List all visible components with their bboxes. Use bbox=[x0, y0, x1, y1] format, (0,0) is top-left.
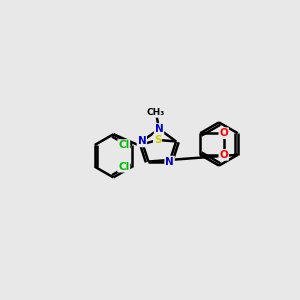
Text: N: N bbox=[137, 136, 146, 146]
Text: Cl: Cl bbox=[118, 140, 129, 150]
Text: N: N bbox=[154, 124, 164, 134]
Text: O: O bbox=[219, 150, 228, 160]
Text: CH₃: CH₃ bbox=[147, 108, 165, 117]
Text: S: S bbox=[154, 135, 161, 145]
Text: Cl: Cl bbox=[118, 162, 129, 172]
Text: N: N bbox=[165, 157, 174, 166]
Text: O: O bbox=[219, 128, 228, 138]
